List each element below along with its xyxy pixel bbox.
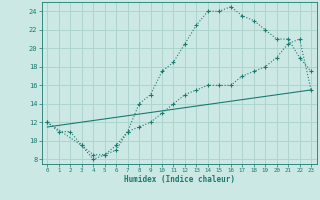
- X-axis label: Humidex (Indice chaleur): Humidex (Indice chaleur): [124, 175, 235, 184]
